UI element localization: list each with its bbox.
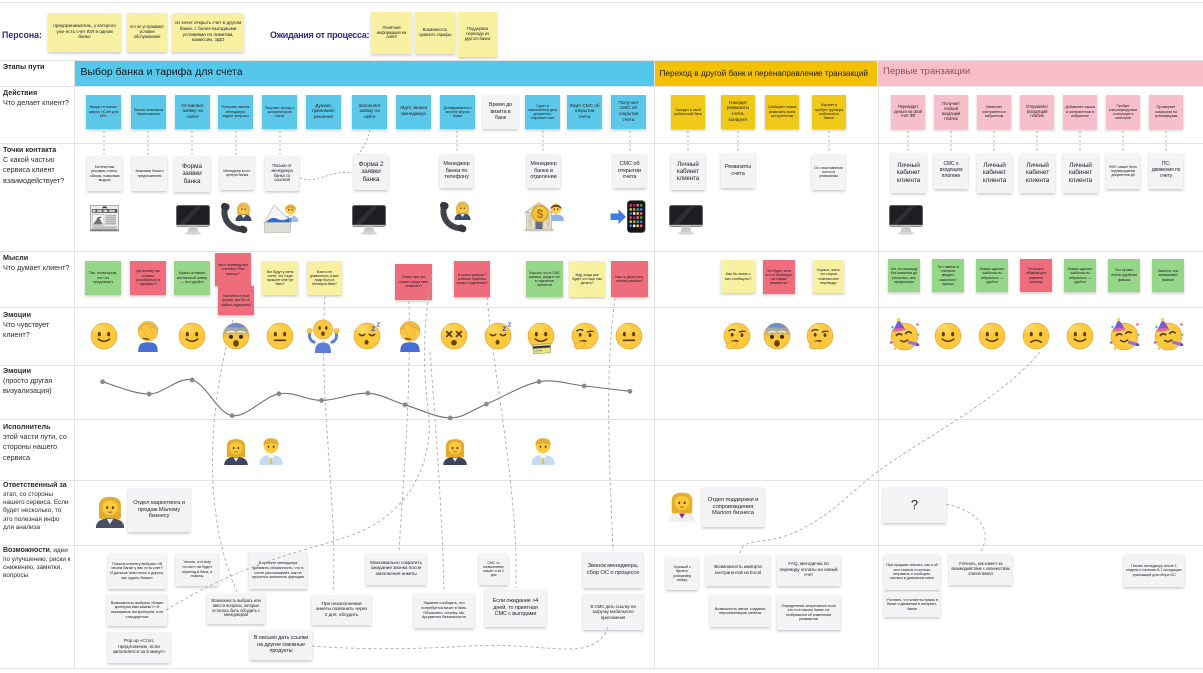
svg-text:Z: Z [508,322,512,328]
svg-text:z: z [371,323,375,333]
svg-text:z: z [502,323,506,333]
svg-text:$: $ [537,207,544,221]
svg-text:Z: Z [377,322,381,328]
